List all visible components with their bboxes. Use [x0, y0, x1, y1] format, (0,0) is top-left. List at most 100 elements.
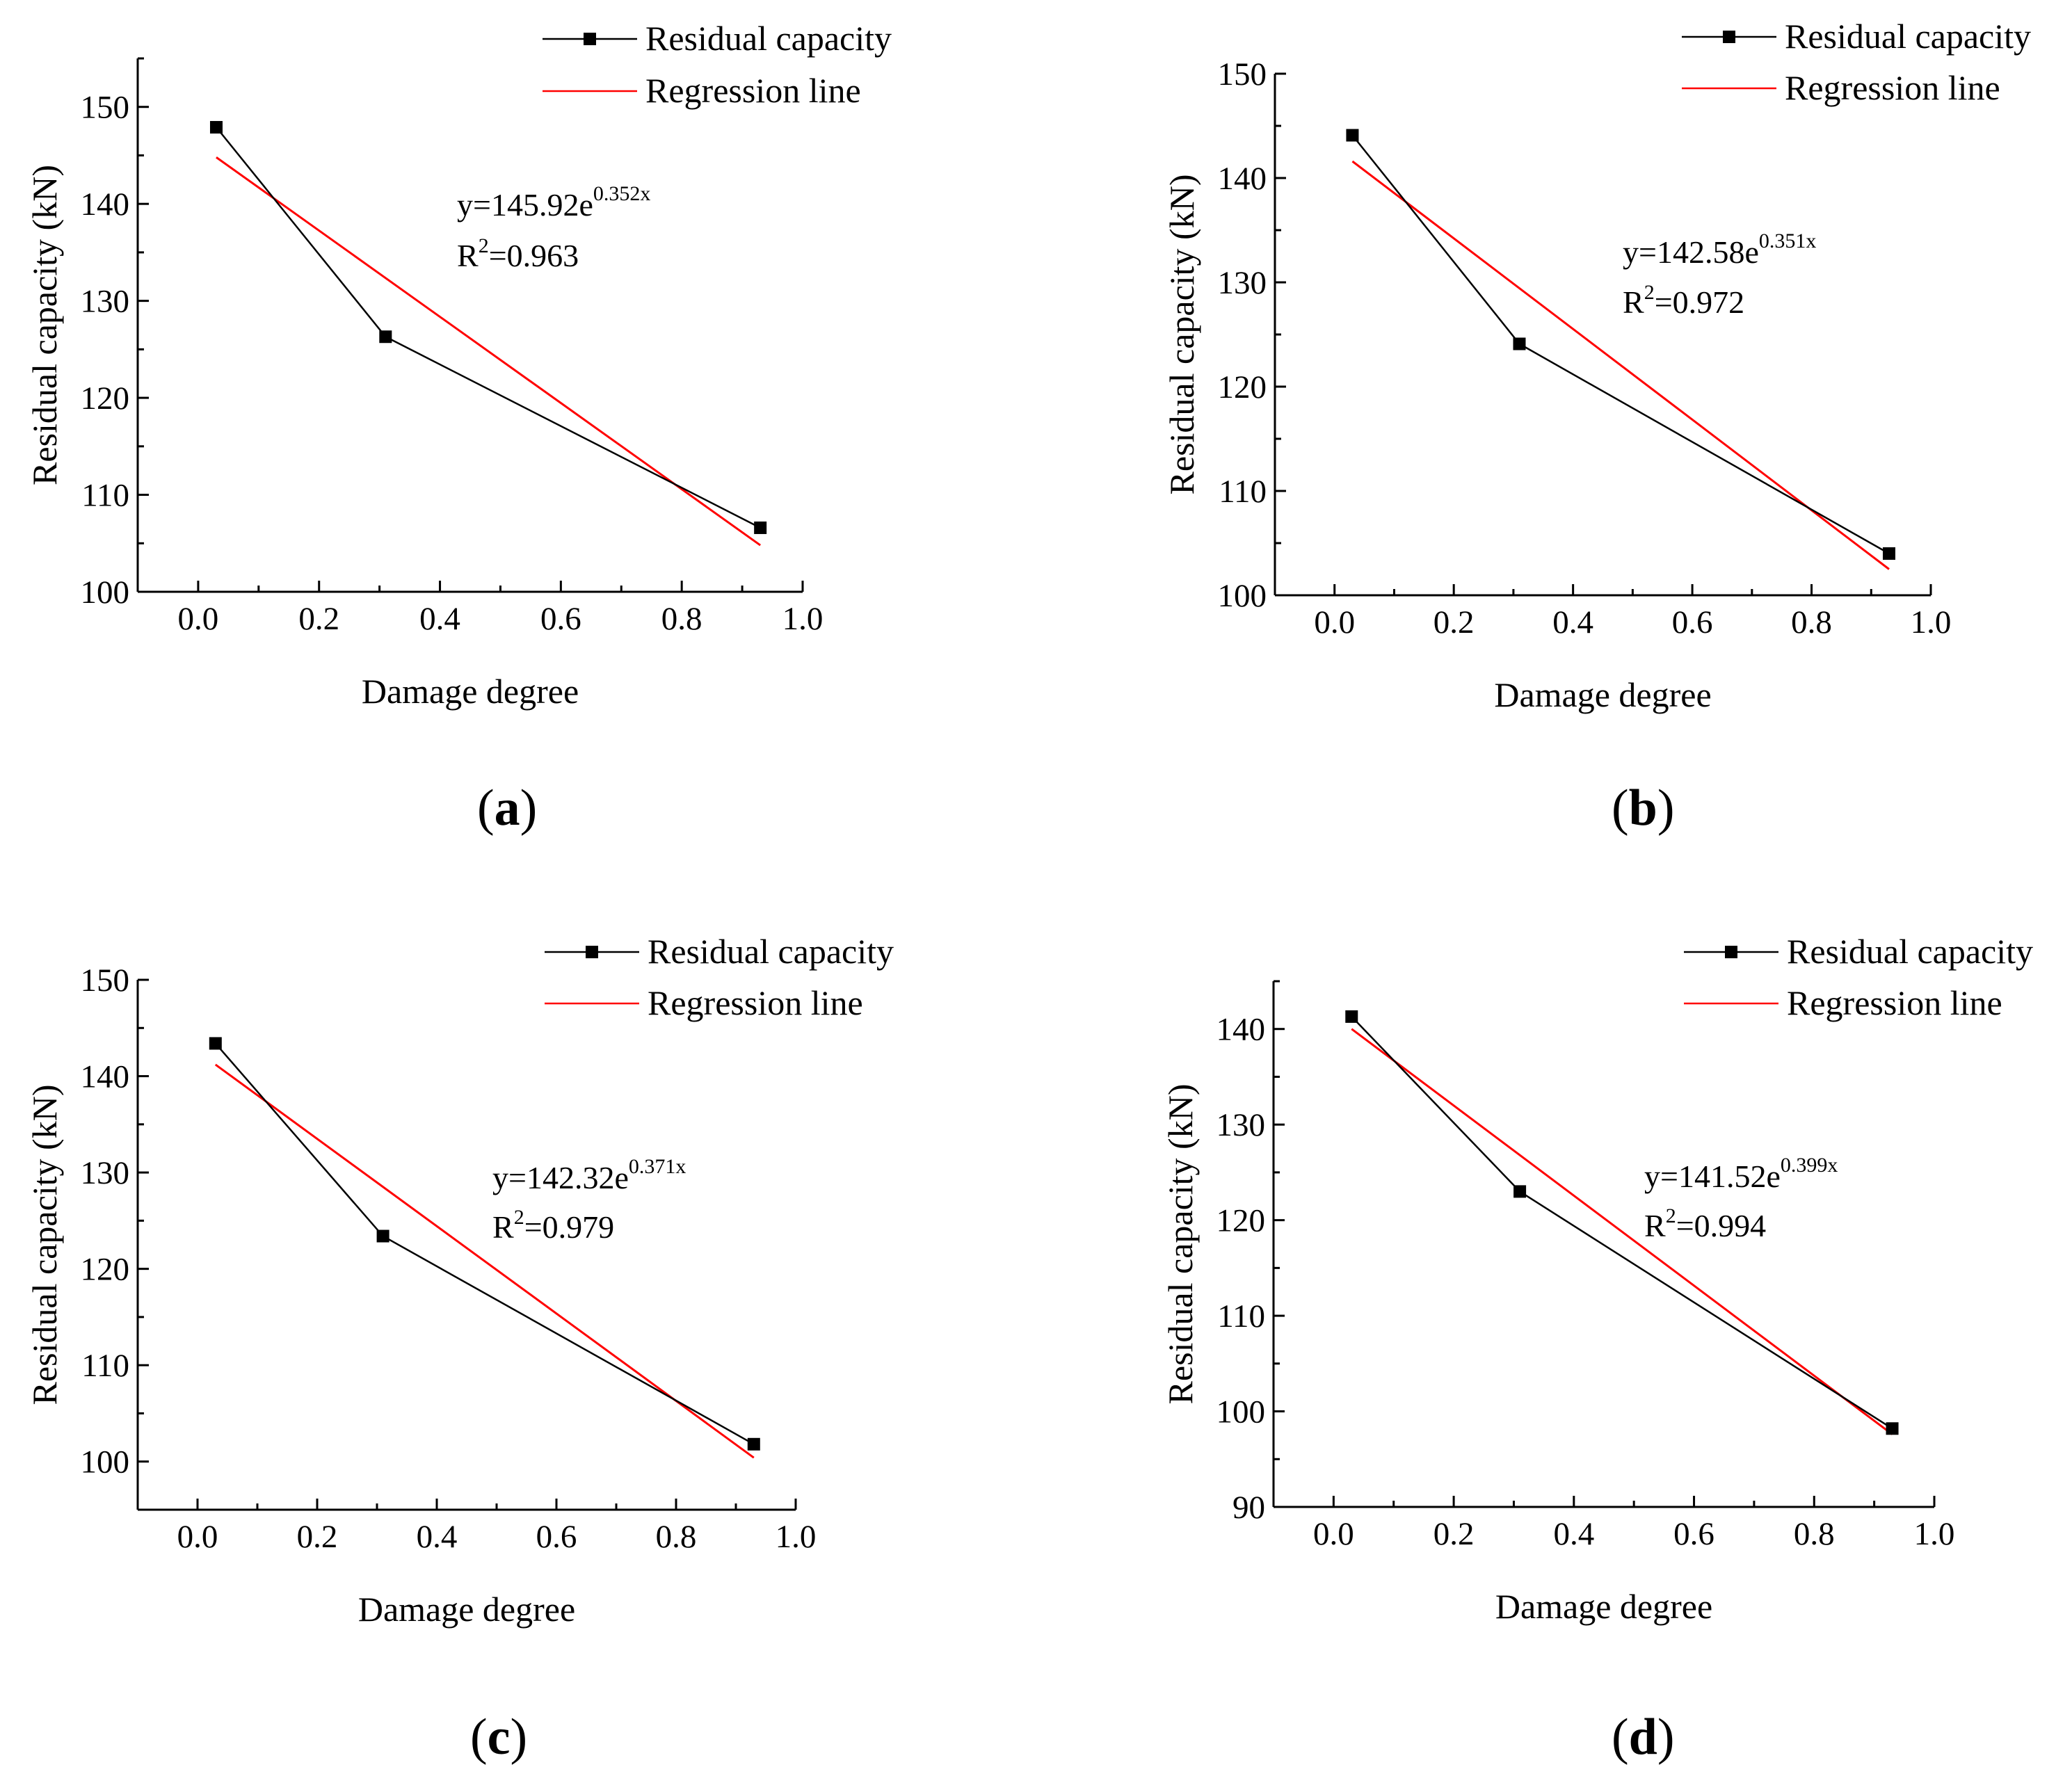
residual-capacity-point [1882, 547, 1895, 560]
legend-marker-residual-capacity [1725, 946, 1737, 958]
r-squared: R2=0.979 [492, 1206, 614, 1245]
x-tick-label: 0.2 [1433, 604, 1475, 640]
panel-label-close: ) [520, 780, 538, 837]
residual-capacity-point [209, 121, 223, 134]
y-axis-title: Residual capacity (kN) [1161, 1084, 1200, 1405]
residual-capacity-point [209, 1037, 222, 1050]
y-tick-label: 120 [1218, 369, 1267, 405]
x-axis-title: Damage degree [358, 1590, 575, 1629]
x-tick-label: 0.8 [1794, 1516, 1835, 1552]
y-tick-label: 100 [81, 1444, 130, 1481]
r-squared-prefix: R [492, 1209, 514, 1245]
y-tick-label: 100 [1218, 578, 1267, 614]
legend-label-regression: Regression line [648, 983, 863, 1022]
y-axis-title: Residual capacity (kN) [1162, 175, 1201, 495]
chart-panel-c: 0.0 0.2 0.4 0.6 0.8 1.0 100 110 120 130 140 150 Dama… [25, 932, 894, 1766]
x-tick-label: 0.6 [536, 1519, 577, 1555]
y-tick-label: 150 [81, 90, 130, 126]
residual-capacity-point [747, 1437, 760, 1451]
residual-capacity-point [376, 1229, 389, 1243]
residual-capacity-line [1351, 1015, 1893, 1430]
r-squared-sup: 2 [479, 234, 489, 257]
regression-line [1351, 160, 1890, 570]
residual-capacity-point [1345, 1010, 1358, 1023]
panel-label-open: ( [1612, 780, 1629, 837]
r-squared-value: =0.979 [524, 1209, 614, 1245]
y-tick-label: 130 [1218, 265, 1267, 301]
x-tick-label: 0.8 [661, 601, 702, 637]
r-squared-prefix: R [1644, 1208, 1666, 1243]
x-tick-label: 0.0 [178, 601, 219, 637]
equation-exponent: 0.351x [1759, 229, 1817, 252]
panel-label-open: ( [470, 1709, 488, 1766]
panel-label-close: ) [1657, 1709, 1675, 1766]
chart-panel-b: 0.0 0.2 0.4 0.6 0.8 1.0 100 110 120 130 140 150 Dama… [1162, 17, 2031, 837]
y-tick-label: 150 [1218, 56, 1267, 92]
r-squared-prefix: R [1623, 284, 1644, 320]
x-tick-label: 1.0 [782, 601, 824, 637]
x-axis-title: Damage degree [1495, 1587, 1712, 1626]
x-tick-label: 0.2 [298, 601, 339, 637]
equation-exponent: 0.371x [629, 1155, 686, 1178]
panel-label-letter: a [495, 780, 520, 837]
panel-label-letter: c [488, 1709, 511, 1766]
panel-label-letter: d [1629, 1709, 1657, 1766]
residual-capacity-point [379, 330, 392, 344]
legend-marker-residual-capacity [1723, 31, 1735, 43]
regression-line [214, 1063, 755, 1459]
residual-capacity-point [1513, 337, 1526, 350]
y-tick-label: 130 [81, 284, 130, 320]
regression-equation: y=142.58e0.351x [1623, 229, 1816, 270]
y-axis-title: Residual capacity (kN) [25, 1085, 64, 1405]
y-tick-label: 130 [81, 1155, 130, 1191]
legend-label-residual-capacity: Residual capacity [648, 932, 894, 971]
equation-base: y=142.32e [492, 1160, 629, 1195]
x-tick-label: 0.6 [540, 601, 581, 637]
legend-marker-residual-capacity [586, 946, 598, 958]
equation-base: y=142.58e [1623, 234, 1759, 270]
regression-equation: y=145.92e0.352x [457, 182, 650, 223]
panel-label-letter: b [1629, 780, 1657, 837]
x-axis-title: Damage degree [362, 672, 579, 711]
y-axis-title: Residual capacity (kN) [25, 165, 64, 485]
x-tick-label: 0.0 [1313, 1516, 1354, 1552]
regression-equation: y=141.52e0.399x [1644, 1154, 1838, 1194]
y-tick-label: 90 [1232, 1490, 1265, 1526]
y-tick-label: 120 [1216, 1203, 1266, 1239]
x-tick-label: 0.6 [1673, 1516, 1714, 1552]
r-squared-sup: 2 [1644, 281, 1655, 304]
legend-label-residual-capacity: Residual capacity [1785, 17, 2031, 56]
x-tick-label: 1.0 [776, 1519, 817, 1555]
legend-label-regression: Regression line [1787, 983, 2002, 1022]
y-tick-label: 120 [81, 1252, 130, 1288]
chart-panel-d: 0.0 0.2 0.4 0.6 0.8 1.0 90 100 110 120 130 140 Damag… [1161, 932, 2033, 1766]
residual-capacity-point [754, 521, 767, 534]
legend-marker-residual-capacity [584, 33, 596, 45]
panel-label: (b) [1612, 780, 1674, 837]
x-axis-title: Damage degree [1494, 675, 1711, 714]
y-tick-label: 100 [1216, 1394, 1266, 1430]
y-tick-label: 150 [81, 962, 130, 999]
panel-label-open: ( [477, 780, 495, 837]
y-tick-label: 120 [81, 380, 130, 417]
panel-label-close: ) [511, 1709, 528, 1766]
y-tick-label: 140 [1216, 1012, 1266, 1048]
x-tick-label: 1.0 [1911, 604, 1952, 640]
y-tick-label: 140 [81, 186, 130, 223]
chart-panel-a: 0.0 0.2 0.4 0.6 0.8 1.0 100 110 120 130 140 150 Dama… [25, 19, 892, 837]
residual-capacity-point [1346, 129, 1359, 142]
r-squared-value: =0.972 [1655, 284, 1744, 320]
r-squared-prefix: R [457, 238, 479, 273]
panel-label: (c) [470, 1709, 527, 1766]
x-tick-label: 0.2 [1433, 1516, 1475, 1552]
x-tick-label: 1.0 [1914, 1516, 1955, 1552]
residual-capacity-point [1513, 1185, 1527, 1198]
x-tick-label: 0.8 [656, 1519, 697, 1555]
residual-capacity-line [1351, 134, 1890, 555]
r-squared: R2=0.972 [1623, 281, 1744, 320]
equation-base: y=145.92e [457, 187, 593, 223]
legend-label-residual-capacity: Residual capacity [1787, 932, 2033, 971]
residual-capacity-line [214, 1042, 755, 1445]
legend-label-residual-capacity: Residual capacity [645, 19, 892, 58]
